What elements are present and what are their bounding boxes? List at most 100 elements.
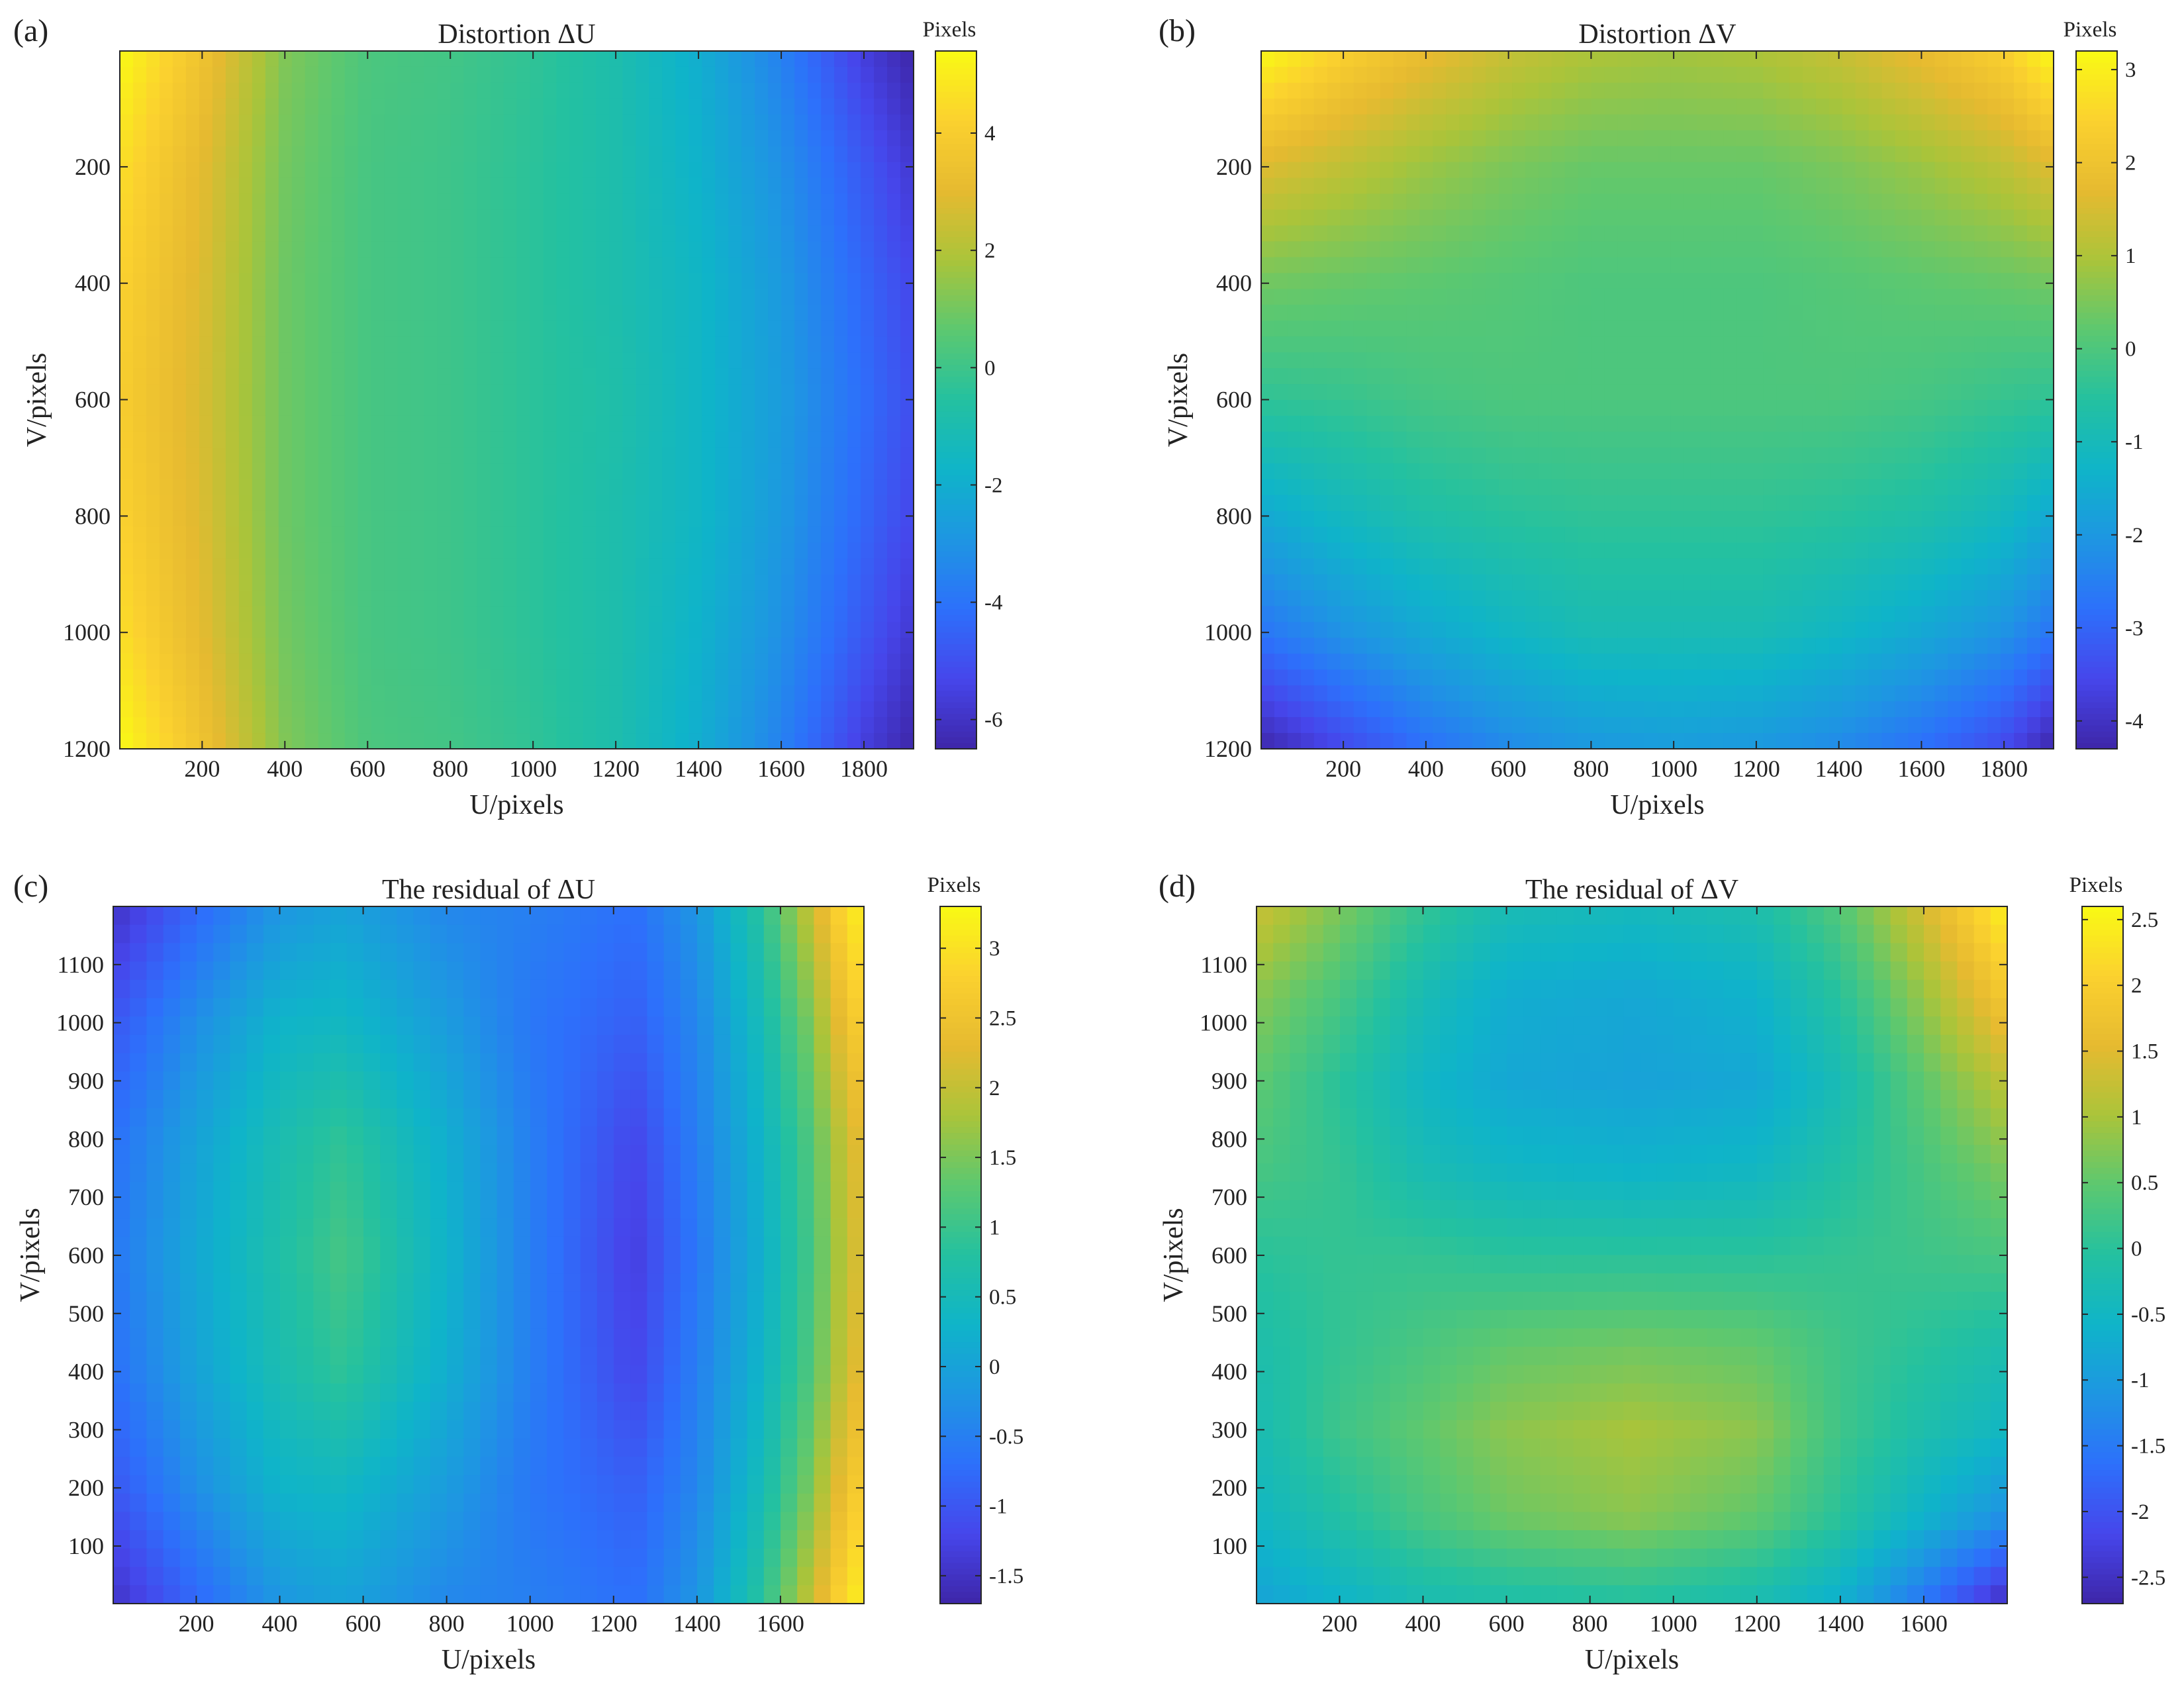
heatmap-cell [1644, 447, 1658, 464]
heatmap-cell [1406, 590, 1421, 607]
heatmap-cell [1736, 193, 1750, 211]
heatmap-cell [344, 526, 359, 544]
heatmap-cell [609, 431, 624, 448]
heatmap-cell [636, 542, 650, 559]
heatmap-cell [1578, 352, 1592, 369]
heatmap-cell [410, 368, 425, 385]
heatmap-cell [291, 257, 306, 274]
heatmap-cell [1287, 447, 1302, 464]
heatmap-cell [225, 193, 240, 211]
heatmap-cell [120, 495, 134, 512]
heatmap-cell [146, 320, 160, 337]
heatmap-cell [1486, 66, 1499, 83]
heatmap-cell [1366, 400, 1381, 416]
heatmap-cell [1340, 447, 1354, 464]
heatmap-cell [2001, 431, 2015, 448]
heatmap-cell [1881, 431, 1896, 448]
heatmap-cell [225, 352, 240, 369]
heatmap-cell [794, 606, 808, 623]
heatmap-cell [821, 400, 835, 416]
heatmap-cell [1710, 447, 1725, 464]
heatmap-cell [490, 241, 504, 258]
colorbar-segment [935, 359, 976, 366]
heatmap-cell [146, 162, 160, 179]
heatmap-cell [1617, 352, 1632, 369]
heatmap-cell [238, 82, 253, 99]
heatmap-cell [146, 114, 160, 131]
heatmap-cell [1446, 479, 1460, 496]
heatmap-cell [318, 289, 332, 306]
heatmap-cell [252, 66, 266, 83]
heatmap-cell [490, 415, 504, 432]
heatmap-cell [1551, 257, 1566, 274]
heatmap-cell [887, 257, 901, 274]
heatmap-cell [702, 289, 716, 306]
heatmap-cell [1313, 146, 1328, 163]
heatmap-cell [503, 638, 518, 655]
heatmap-cell [1525, 241, 1539, 258]
heatmap-cell [649, 495, 663, 512]
heatmap-cell [1380, 463, 1394, 480]
heatmap-cell [212, 400, 226, 416]
heatmap-cell [1723, 526, 1737, 544]
heatmap-cell [768, 717, 782, 734]
heatmap-cell [1538, 368, 1552, 385]
heatmap-cell [1564, 193, 1579, 211]
heatmap-cell [1472, 336, 1486, 353]
heatmap-cell [1499, 590, 1513, 607]
heatmap-cell [662, 305, 677, 322]
heatmap-cell [741, 606, 755, 623]
heatmap-cell [1842, 209, 1856, 226]
heatmap-cell [887, 463, 901, 480]
heatmap-cell [1353, 510, 1368, 528]
heatmap-cell [768, 241, 782, 258]
heatmap-cell [1366, 51, 1381, 68]
heatmap-cell [331, 162, 346, 179]
heatmap-cell [874, 669, 888, 686]
heatmap-cell [1551, 51, 1566, 68]
heatmap-cell [1987, 225, 2001, 242]
heatmap-cell [649, 320, 663, 337]
heatmap-cell [530, 352, 544, 369]
heatmap-cell [1459, 257, 1473, 274]
heatmap-cell [384, 590, 399, 607]
heatmap-cell [741, 51, 755, 68]
heatmap-cell [331, 447, 346, 464]
heatmap-cell [900, 526, 914, 544]
heatmap-cell [741, 352, 755, 369]
heatmap-cell [609, 622, 624, 639]
heatmap-cell [847, 225, 861, 242]
heatmap-cell [2040, 558, 2054, 575]
heatmap-cell [1842, 542, 1856, 559]
heatmap-cell [1353, 400, 1368, 416]
heatmap-cell [1842, 305, 1856, 322]
heatmap-cell [847, 542, 861, 559]
heatmap-cell [755, 701, 769, 718]
heatmap-cell [2027, 289, 2041, 306]
heatmap-cell [569, 622, 584, 639]
heatmap-cell [172, 463, 187, 480]
heatmap-cell [662, 431, 677, 448]
heatmap-cell [900, 368, 914, 385]
heatmap-cell [1617, 51, 1632, 68]
heatmap-cell [516, 400, 531, 416]
heatmap-cell [741, 717, 755, 734]
heatmap-cell [371, 622, 385, 639]
heatmap-cell [1393, 574, 1407, 591]
heatmap-cell [265, 114, 279, 131]
heatmap-cell [543, 384, 557, 401]
heatmap-cell [1921, 415, 1936, 432]
heatmap-cell [1313, 479, 1328, 496]
heatmap-cell [900, 82, 914, 99]
heatmap-cell [1644, 98, 1658, 115]
heatmap-cell [305, 542, 319, 559]
heatmap-cell [146, 66, 160, 83]
heatmap-cell [265, 98, 279, 115]
heatmap-cell [1261, 463, 1275, 480]
heatmap-cell [172, 510, 187, 528]
heatmap-cell [861, 400, 875, 416]
heatmap-cell [424, 209, 438, 226]
heatmap-cell [1446, 114, 1460, 131]
heatmap-cell [1684, 273, 1698, 290]
heatmap-cell [834, 66, 848, 83]
